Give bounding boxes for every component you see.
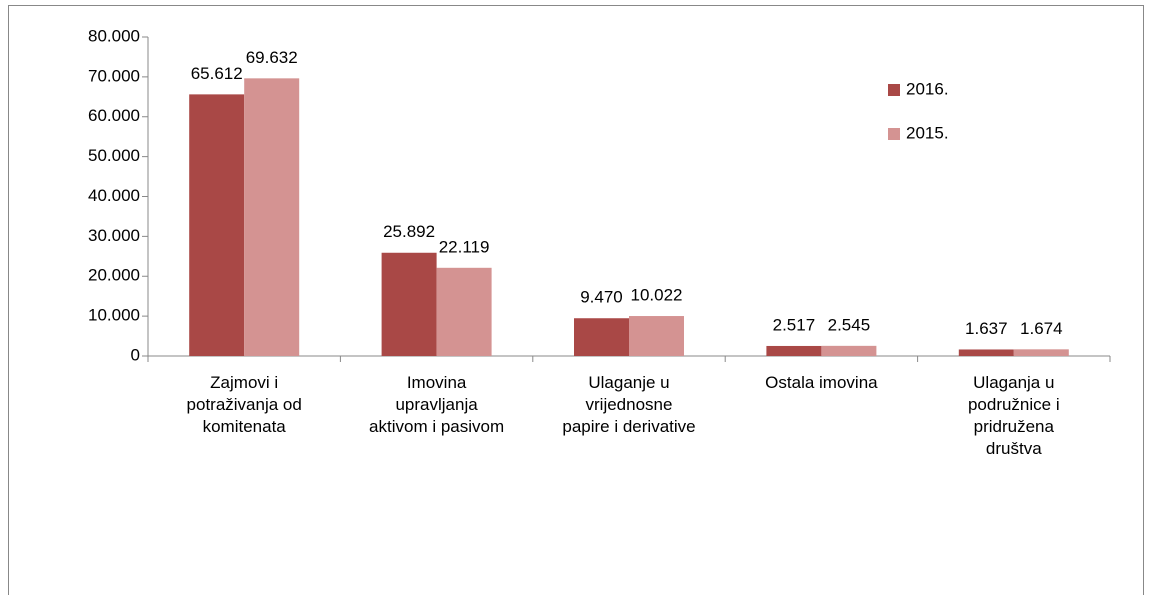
bar [821,345,877,356]
y-tick-label: 30.000 [88,226,140,245]
data-label: 69.632 [246,48,298,67]
legend-swatch [888,84,900,96]
x-tick-label: Zajmovi i potraživanja od komitenata [186,373,302,436]
bar [958,349,1014,356]
y-tick-label: 80.000 [88,26,140,45]
legend-label: 2015. [906,123,949,142]
y-tick-label: 60.000 [88,106,140,125]
bar [629,316,684,356]
legend-label: 2016. [906,79,949,98]
bar [381,252,437,356]
data-label: 2.545 [828,315,871,334]
y-tick-label: 10.000 [88,306,140,325]
legend-swatch [888,128,900,140]
bar [436,267,492,356]
y-tick-label: 70.000 [88,66,140,85]
bar [574,318,629,356]
bar [1013,349,1069,356]
data-label: 1.674 [1020,319,1063,338]
bar [189,94,245,357]
data-label: 1.637 [965,319,1008,338]
data-label: 9.470 [580,288,623,307]
y-tick-label: 20.000 [88,266,140,285]
data-label: 2.517 [773,315,816,334]
y-tick-label: 40.000 [88,186,140,205]
data-label: 25.892 [383,222,435,241]
y-tick-label: 50.000 [88,146,140,165]
data-label: 10.022 [631,286,683,305]
bar [244,78,300,356]
x-tick-label: Ostala imovina [765,373,878,392]
y-tick-label: 0 [131,345,140,364]
bar [766,345,822,356]
x-tick-label: Ulaganja u podružnice i pridružena društ… [967,373,1060,458]
chart-border [8,5,1144,595]
data-label: 65.612 [191,64,243,83]
x-tick-label: Imovina upravljanja aktivom i pasivom [369,373,505,436]
x-tick-label: Ulaganje u vrijednosne papire i derivati… [562,373,696,436]
data-label: 22.119 [439,237,490,256]
